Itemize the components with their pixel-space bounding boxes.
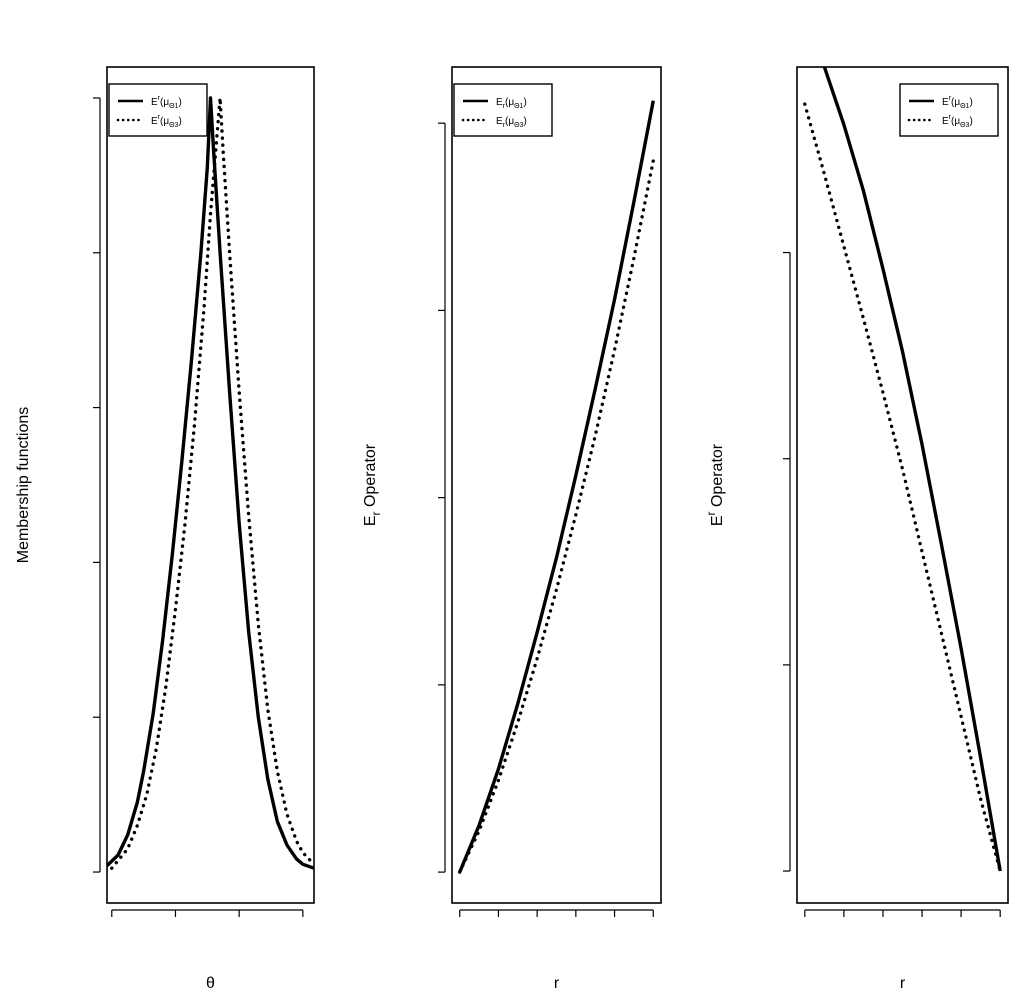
series-group: [803, 67, 1002, 873]
series-group: [107, 96, 314, 870]
legend-label: Er(μΘ1): [151, 95, 182, 110]
legend-label: Er(μΘ3): [942, 114, 973, 129]
series-line-1: [107, 96, 314, 870]
legend: Er(μΘ1) Er(μΘ3): [453, 83, 553, 137]
panel-a: θ Membership functions Er(μΘ1) Er(μΘ3): [15, 66, 315, 992]
y-axis-title: Er Operator: [362, 443, 383, 526]
series-line-1: [458, 100, 655, 873]
panel-c: r Er Operator Er(μΘ1) Er(μΘ3): [704, 66, 1009, 992]
plot-frame: [796, 66, 1009, 904]
panel-b: r Er Operator Er(μΘ1) Er(μΘ3): [362, 66, 662, 992]
x-axis-title: r: [554, 975, 560, 992]
legend-label: Er(μΘ3): [496, 116, 527, 129]
series-line-2: [110, 96, 314, 870]
x-axis-title: θ: [206, 975, 215, 992]
series-line-2: [458, 158, 655, 874]
legend-label: Er(μΘ1): [942, 95, 973, 110]
x-axis-title: r: [900, 975, 906, 992]
y-axis-title: Membership functions: [15, 407, 32, 564]
legend-box: [453, 83, 553, 137]
legend-box: [899, 83, 999, 137]
series-group: [458, 100, 655, 874]
plot-frame: [106, 66, 315, 904]
series-line-1: [822, 67, 1002, 872]
legend-box: [108, 83, 208, 137]
legend: Er(μΘ1) Er(μΘ3): [899, 83, 999, 137]
y-axis-title: Er Operator: [704, 443, 726, 526]
legend-label: Er(μΘ3): [151, 114, 182, 129]
legend: Er(μΘ1) Er(μΘ3): [108, 83, 208, 137]
series-line-2: [803, 102, 1002, 873]
legend-label: Er(μΘ1): [496, 97, 527, 110]
plot-frame: [451, 66, 662, 904]
